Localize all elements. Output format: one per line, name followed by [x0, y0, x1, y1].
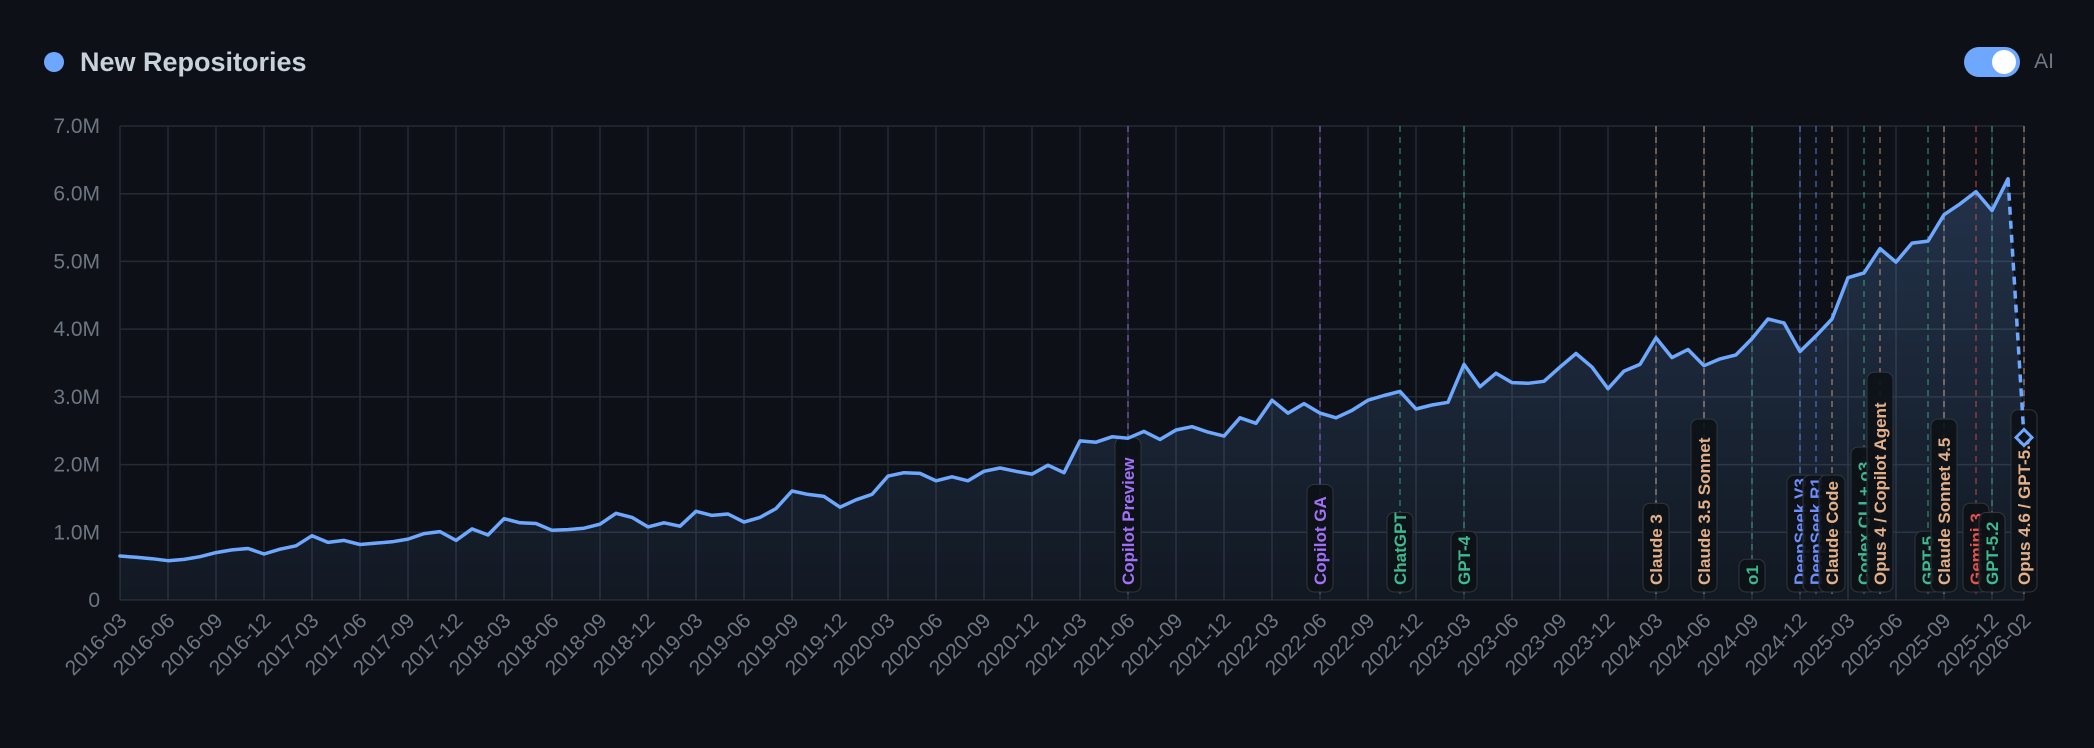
event-label-group: GPT-4	[1450, 530, 1478, 593]
event-marker: Copilot GA	[1306, 126, 1334, 596]
event-label-bg	[1690, 418, 1718, 593]
event-marker: GPT-5.2	[1978, 126, 2006, 596]
event-label-group: Opus 4.6 / GPT-5.3	[2010, 409, 2038, 593]
event-label-group: Opus 4 / Copilot Agent	[1866, 371, 1894, 593]
y-tick-label: 6.0M	[53, 183, 100, 206]
title-wrap: New Repositories	[44, 47, 307, 78]
event-label-bg	[1818, 474, 1846, 593]
event-marker: GPT-4	[1450, 126, 1478, 596]
event-label-group: Claude Code	[1818, 474, 1846, 593]
y-tick-label: 4.0M	[53, 318, 100, 341]
legend-dot-icon	[44, 52, 64, 72]
event-label: ChatGPT	[1391, 512, 1410, 585]
event-marker: Opus 4.6 / GPT-5.3	[2010, 126, 2038, 596]
event-label: Opus 4.6 / GPT-5.3	[2015, 436, 2034, 585]
event-marker: ChatGPT	[1386, 126, 1414, 596]
y-tick-label: 1.0M	[53, 521, 100, 544]
event-label-bg	[1978, 512, 2006, 593]
ai-toggle[interactable]	[1964, 47, 2021, 77]
y-tick-label: 5.0M	[53, 250, 100, 273]
projection-line	[2006, 178, 2026, 438]
event-label-group: o1	[1738, 558, 1766, 593]
event-label: GPT-4	[1455, 535, 1474, 585]
projection-marker	[2013, 427, 2035, 448]
event-label-bg	[1642, 502, 1670, 593]
event-label-bg	[1306, 484, 1334, 593]
event-label-bg	[1866, 371, 1894, 593]
event-label: GPT-5.2	[1983, 522, 2002, 585]
event-marker: Claude Code	[1818, 126, 1846, 596]
event-label: Claude Code	[1823, 481, 1842, 585]
event-label: Claude 3	[1647, 514, 1666, 585]
ai-toggle-label: AI	[2034, 50, 2054, 73]
event-marker: Claude Sonnet 4.5	[1930, 126, 1958, 596]
toggle-knob	[1992, 50, 2017, 74]
event-label: Opus 4 / Copilot Agent	[1871, 402, 1890, 585]
event-label-bg	[1450, 530, 1478, 593]
event-marker: Copilot Preview	[1114, 126, 1142, 596]
event-label-bg	[1738, 558, 1766, 593]
event-marker: Opus 4 / Copilot Agent	[1866, 126, 1894, 596]
event-label-group: Copilot Preview	[1114, 437, 1142, 593]
y-tick-label: 2.0M	[53, 454, 100, 477]
y-tick-label: 7.0M	[53, 115, 100, 138]
event-label-bg	[1386, 512, 1414, 593]
ai-toggle-wrap: AI	[1964, 47, 2054, 77]
event-label-group: Claude 3	[1642, 502, 1670, 593]
chart-title: New Repositories	[80, 46, 307, 77]
event-label-group: Claude Sonnet 4.5	[1930, 418, 1958, 593]
event-label-group: ChatGPT	[1386, 512, 1414, 593]
event-label-group: Claude 3.5 Sonnet	[1690, 418, 1718, 593]
event-label: Claude Sonnet 4.5	[1935, 438, 1954, 585]
event-marker: Claude 3	[1642, 126, 1670, 596]
event-label-group: GPT-5.2	[1978, 512, 2006, 593]
event-label: Copilot Preview	[1119, 457, 1138, 585]
event-label: Claude 3.5 Sonnet	[1695, 437, 1714, 585]
y-tick-label: 3.0M	[53, 386, 100, 409]
event-label: Copilot GA	[1311, 496, 1330, 585]
chart-header: New Repositories AI	[44, 44, 2054, 80]
event-label: o1	[1743, 565, 1762, 585]
event-marker: Claude 3.5 Sonnet	[1690, 126, 1718, 596]
event-label-bg	[1930, 418, 1958, 593]
event-marker: o1	[1738, 126, 1766, 596]
series-line	[118, 177, 2010, 563]
series-area	[120, 178, 2024, 601]
y-tick-label: 0	[88, 589, 100, 612]
event-label-group: Copilot GA	[1306, 484, 1334, 593]
